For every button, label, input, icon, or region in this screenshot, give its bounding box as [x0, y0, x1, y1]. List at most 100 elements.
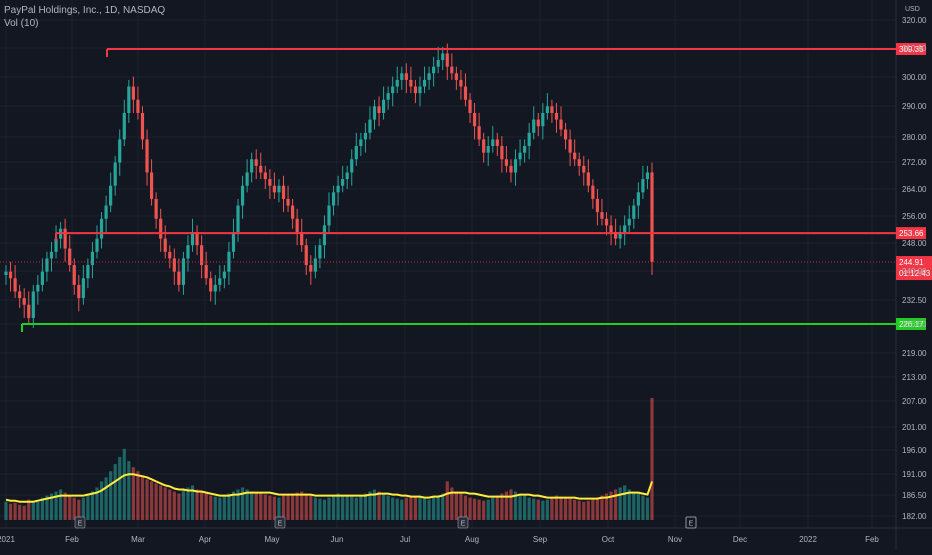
volume-bar [536, 499, 540, 520]
volume-bar [181, 489, 186, 520]
volume-bar [145, 479, 149, 520]
volume-bar [491, 497, 495, 520]
volume-bars [4, 398, 654, 520]
earnings-marker [74, 516, 86, 529]
candle-body [127, 86, 131, 113]
volume-bar [554, 495, 559, 520]
volume-bar [113, 464, 117, 520]
candle-body [18, 291, 22, 299]
time-tick-label: Jul [400, 535, 410, 544]
candle-body [95, 238, 99, 252]
time-tick-label: 2022 [799, 535, 817, 544]
volume-bar [209, 495, 213, 520]
candle-body [372, 106, 377, 120]
candle-body [104, 205, 108, 219]
volume-bar [8, 503, 13, 520]
candle-body [8, 271, 13, 279]
candle-body [350, 159, 354, 173]
candle-body [363, 132, 367, 140]
candle-body [468, 99, 472, 113]
candle-body [68, 248, 72, 266]
volume-bar [291, 493, 295, 520]
candle-body [518, 152, 522, 160]
candle-body [190, 231, 195, 246]
price-tick-label: 280.00 [902, 133, 927, 142]
volume-bar [609, 491, 613, 520]
candle-body [459, 79, 463, 87]
candle-body [454, 73, 458, 80]
volume-bar [363, 493, 367, 520]
volume-bar [309, 495, 313, 520]
volume-bar [31, 500, 35, 520]
candle-body [13, 278, 17, 292]
candle-body [495, 139, 499, 147]
volume-bar [454, 491, 458, 520]
candle-body [263, 172, 267, 180]
candle-body [300, 231, 304, 246]
volume-bar [336, 493, 340, 520]
grid [0, 0, 896, 528]
volume-bar [81, 497, 85, 520]
candle-body [22, 298, 26, 305]
volume-bar [395, 498, 399, 520]
candle-body [509, 165, 513, 173]
candle-body [36, 284, 40, 292]
volume-bar [109, 471, 113, 520]
level-price-text: 253.66 [899, 229, 924, 238]
candle-body [172, 258, 176, 272]
candle-body [177, 271, 181, 285]
time-tick-label: Nov [668, 535, 682, 544]
candle-body [400, 73, 404, 80]
level-price-label [896, 43, 926, 55]
candle-body [136, 99, 140, 113]
volume-bar [532, 498, 536, 520]
price-tick-label: 196.00 [902, 446, 927, 455]
earnings-marker-text: E [278, 521, 283, 528]
volume-bar [418, 497, 422, 520]
volume-bar [550, 497, 554, 520]
volume-bar [500, 493, 504, 520]
candle-body [427, 73, 431, 80]
volume-bar [131, 467, 135, 520]
candle-body [254, 159, 258, 166]
candle-body [536, 119, 540, 127]
candle-body [554, 112, 559, 120]
volume-bar [177, 493, 181, 520]
volume-bar [573, 499, 577, 520]
volume-bar [545, 499, 549, 520]
level-price-text: 226.17 [899, 320, 924, 329]
candle-body [109, 185, 113, 206]
candle-body [295, 218, 299, 232]
last-price-label [896, 256, 932, 281]
price-tick-label: 300.00 [902, 73, 927, 82]
candle-body [482, 139, 486, 153]
candle-body [186, 245, 190, 259]
candle-body [313, 258, 317, 272]
volume-bar [272, 496, 277, 520]
candle-body [268, 179, 272, 186]
candle-body [81, 278, 85, 299]
volume-bar [313, 497, 317, 520]
candle-body [259, 165, 263, 173]
volume-bar [413, 496, 418, 520]
chart-title: PayPal Holdings, Inc., 1D, NASDAQ [4, 5, 166, 16]
price-tick-label: 256.00 [902, 212, 927, 221]
time-tick-label: Aug [465, 535, 479, 544]
volume-bar [63, 492, 67, 520]
volume-bar [381, 493, 386, 520]
volume-bar [632, 491, 636, 520]
volume-bar [77, 499, 81, 520]
candle-body [577, 159, 581, 166]
candle-body [31, 291, 35, 318]
candle-body [604, 218, 609, 226]
volume-bar [322, 499, 327, 520]
volume-bar [58, 489, 63, 520]
candle-body [395, 79, 399, 87]
price-tick-label: 226.50 [902, 320, 927, 329]
volume-bar [236, 489, 240, 520]
candle-body [359, 139, 363, 147]
price-tick-label: 219.00 [902, 349, 927, 358]
candle-body [559, 119, 563, 130]
